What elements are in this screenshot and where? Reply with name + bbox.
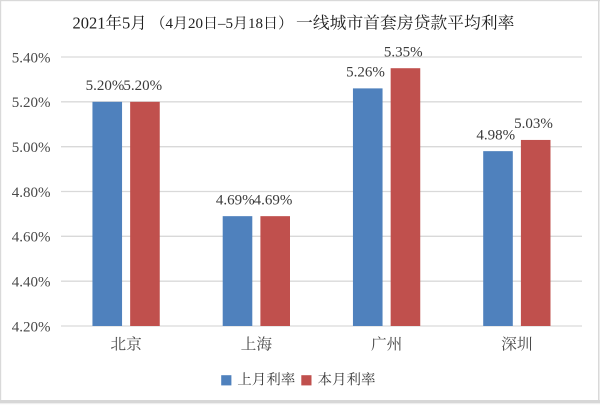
svg-text:4.98%: 4.98% bbox=[476, 127, 515, 143]
svg-text:4.20%: 4.20% bbox=[12, 319, 51, 335]
svg-text:4.80%: 4.80% bbox=[12, 185, 51, 201]
svg-text:4.69%: 4.69% bbox=[216, 192, 255, 208]
svg-text:–5: –5 bbox=[217, 16, 233, 32]
svg-text:4: 4 bbox=[166, 16, 174, 32]
svg-text:4.40%: 4.40% bbox=[12, 275, 51, 291]
svg-text:5.20%: 5.20% bbox=[12, 95, 51, 111]
svg-text:5.03%: 5.03% bbox=[514, 116, 553, 132]
svg-text:5.26%: 5.26% bbox=[346, 65, 385, 81]
svg-text:4.60%: 4.60% bbox=[12, 230, 51, 246]
svg-text:20: 20 bbox=[188, 16, 203, 32]
svg-text:18: 18 bbox=[248, 16, 263, 32]
svg-text:5.20%: 5.20% bbox=[123, 78, 162, 94]
svg-text:5.35%: 5.35% bbox=[384, 44, 423, 60]
svg-text:5.40%: 5.40% bbox=[12, 50, 51, 66]
svg-text:4.69%: 4.69% bbox=[254, 192, 293, 208]
svg-text:2021: 2021 bbox=[73, 14, 106, 33]
svg-text:5.20%: 5.20% bbox=[86, 78, 125, 94]
svg-text:5.00%: 5.00% bbox=[12, 140, 51, 156]
svg-text:5: 5 bbox=[122, 14, 130, 33]
